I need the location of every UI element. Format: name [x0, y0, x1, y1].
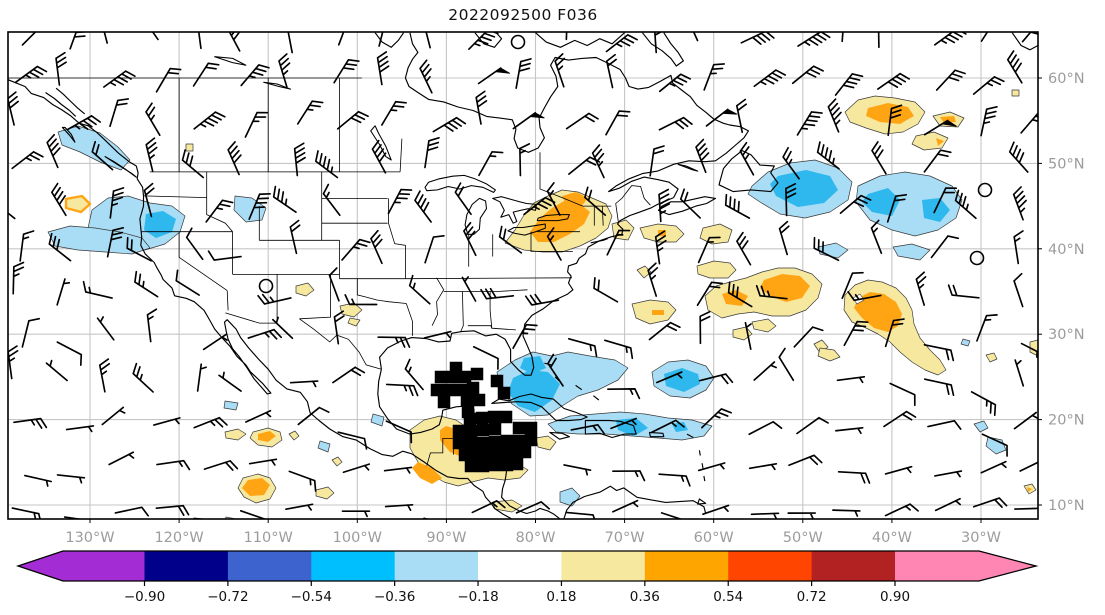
- observation-cluster: [430, 361, 538, 473]
- svg-text:0.72: 0.72: [797, 589, 827, 605]
- svg-text:40°W: 40°W: [872, 530, 912, 546]
- wind-barbs: [8, 32, 1038, 519]
- plot-title: 2022092500 F036: [448, 6, 598, 24]
- svg-text:−0.54: −0.54: [291, 589, 332, 605]
- svg-text:60°W: 60°W: [694, 530, 734, 546]
- svg-text:90°W: 90°W: [426, 530, 466, 546]
- svg-text:0.90: 0.90: [880, 589, 910, 605]
- svg-text:−0.18: −0.18: [457, 589, 498, 605]
- svg-text:0.36: 0.36: [630, 589, 660, 605]
- lat-tick-labels: 10°N 20°N 30°N 40°N 50°N 60°N: [1038, 71, 1085, 514]
- svg-text:100°W: 100°W: [333, 530, 382, 546]
- svg-text:50°N: 50°N: [1048, 156, 1085, 172]
- svg-text:20°N: 20°N: [1048, 413, 1085, 429]
- svg-text:50°W: 50°W: [783, 530, 823, 546]
- state-borders: [8, 77, 651, 466]
- svg-text:70°W: 70°W: [605, 530, 645, 546]
- svg-text:−0.36: −0.36: [374, 589, 415, 605]
- svg-text:−0.90: −0.90: [124, 589, 165, 605]
- svg-text:110°W: 110°W: [244, 530, 293, 546]
- svg-text:0.18: 0.18: [546, 589, 576, 605]
- svg-text:30°W: 30°W: [961, 530, 1001, 546]
- svg-text:40°N: 40°N: [1048, 242, 1085, 258]
- svg-text:−0.72: −0.72: [207, 589, 248, 605]
- colorbar: [15, 550, 1039, 582]
- plot-border: [7, 31, 1039, 520]
- svg-text:120°W: 120°W: [154, 530, 203, 546]
- shaded-regions: [47, 89, 1038, 519]
- lon-tick-labels: 130°W 120°W 110°W 100°W 90°W 80°W 70°W 60°W 50°W…: [65, 519, 1001, 546]
- svg-text:10°N: 10°N: [1048, 498, 1085, 514]
- calm-circles: [258, 34, 993, 294]
- svg-text:130°W: 130°W: [65, 530, 114, 546]
- svg-text:0.54: 0.54: [713, 589, 743, 605]
- svg-text:80°W: 80°W: [515, 530, 555, 546]
- colorbar-tick-labels: −0.90 −0.72 −0.54 −0.36 −0.18 0.18 0.36 0.54 0.7…: [124, 581, 910, 605]
- svg-text:60°N: 60°N: [1048, 71, 1085, 87]
- svg-text:30°N: 30°N: [1048, 327, 1085, 343]
